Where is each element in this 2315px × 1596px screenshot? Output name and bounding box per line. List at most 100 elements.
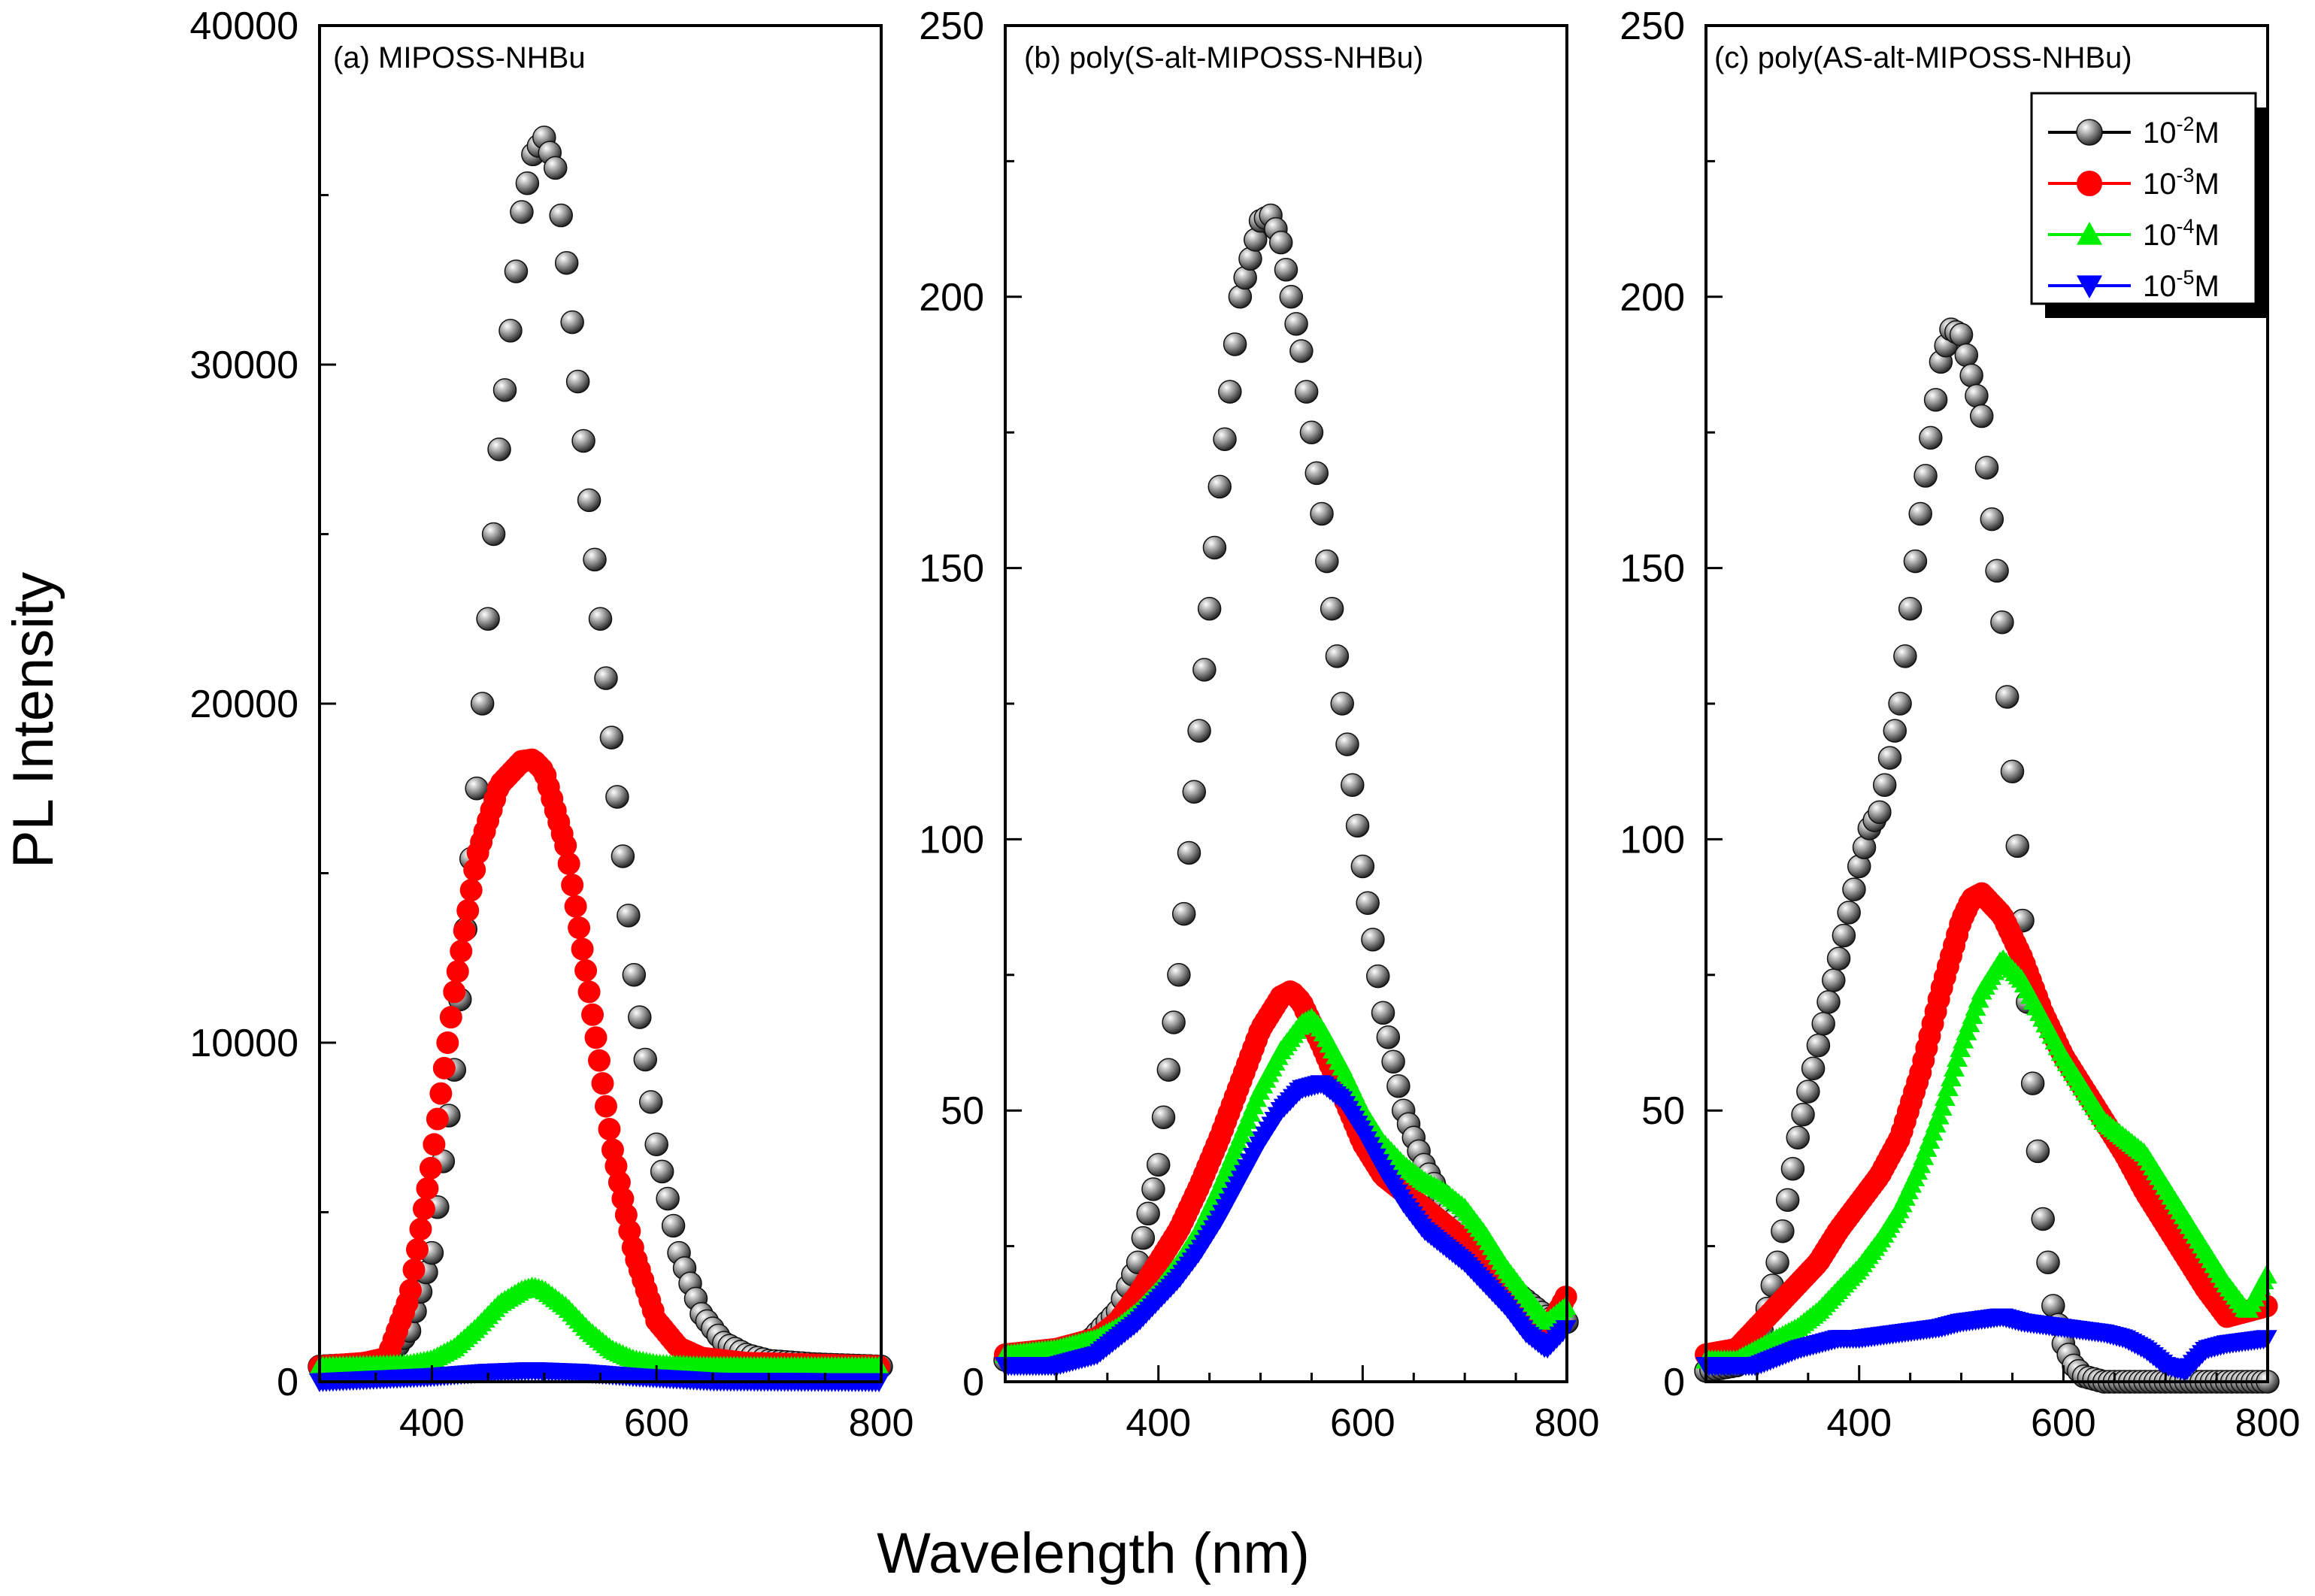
data-point <box>617 904 641 928</box>
data-point <box>1386 1074 1411 1098</box>
data-point <box>1934 1086 1956 1107</box>
panel-a-series-1 <box>308 748 891 1378</box>
panel-b-title: (b) poly(S-alt-MIPOSS-NHBu) <box>1024 41 1423 74</box>
panel-b-series-0 <box>993 203 1579 1372</box>
data-point <box>2005 834 2029 859</box>
y-tick-label: 50 <box>941 1089 984 1133</box>
y-tick-label: 20000 <box>189 683 298 726</box>
data-point <box>1980 507 2004 531</box>
panel-c-ticks: 400 600 800 0 50 100 150 200 250 <box>1620 5 2300 1445</box>
data-point <box>1151 1105 1176 1129</box>
data-point <box>1274 257 1298 282</box>
data-point <box>598 1118 621 1141</box>
data-point <box>476 607 500 631</box>
y-tick-label: 10000 <box>189 1022 298 1065</box>
x-axis-title: Wavelength (nm) <box>877 1522 1310 1585</box>
data-point <box>1937 1077 1959 1097</box>
data-point <box>492 378 517 402</box>
data-point <box>1223 332 1247 356</box>
data-point <box>1954 343 1979 368</box>
data-point <box>1345 813 1370 838</box>
data-point <box>1898 596 1923 621</box>
x-tick-label: 600 <box>2031 1401 2096 1445</box>
data-point <box>487 438 511 462</box>
data-point <box>1268 230 1293 255</box>
data-point <box>510 200 534 224</box>
data-point <box>1888 692 1912 716</box>
data-point <box>581 1003 605 1026</box>
x-tick-label: 800 <box>2235 1401 2301 1445</box>
x-tick-label: 600 <box>624 1401 689 1445</box>
data-point <box>1197 596 1222 621</box>
data-point <box>1284 312 1308 336</box>
data-point <box>1202 535 1227 560</box>
data-point <box>1213 427 1237 451</box>
data-point <box>2026 1139 2050 1164</box>
panel-a-series <box>308 126 893 1392</box>
data-point <box>661 1213 686 1238</box>
data-point <box>453 919 476 943</box>
y-tick-label: 250 <box>919 5 984 48</box>
data-point <box>588 607 613 631</box>
data-point <box>1806 1033 1831 1058</box>
data-point <box>1947 1047 1968 1068</box>
data-point <box>583 547 607 572</box>
data-point <box>1791 1102 1815 1127</box>
legend-entry: 10-5M <box>2048 266 2220 303</box>
data-point <box>650 1159 674 1184</box>
data-point <box>1940 1067 1962 1087</box>
data-point <box>1381 1049 1405 1074</box>
y-tick-label: 150 <box>919 547 984 591</box>
data-point <box>599 725 624 750</box>
data-point <box>1832 923 1856 948</box>
data-point <box>611 844 635 868</box>
data-point <box>1796 1080 1820 1104</box>
data-point <box>1187 719 1211 743</box>
data-point <box>1192 658 1217 682</box>
legend-marker <box>2076 119 2103 146</box>
data-point <box>1131 1226 1156 1250</box>
data-point <box>470 692 495 716</box>
y-tick-label: 0 <box>1663 1361 1685 1404</box>
data-point <box>1177 840 1201 865</box>
y-tick-label: 100 <box>919 818 984 862</box>
data-point <box>1771 1219 1795 1243</box>
x-tick-label: 600 <box>1330 1401 1395 1445</box>
data-point <box>1893 644 1917 668</box>
panel-a-ticks: 400 600 800 0 10000 20000 30000 40000 <box>189 5 914 1445</box>
data-point <box>557 852 580 875</box>
data-point <box>1304 461 1329 486</box>
data-point <box>1985 559 2009 583</box>
data-point <box>426 1107 449 1131</box>
data-point <box>1990 610 2014 634</box>
panel-c-series <box>1694 317 2280 1394</box>
data-point <box>504 259 529 283</box>
data-point <box>498 319 523 343</box>
data-point <box>1141 1177 1165 1201</box>
data-point <box>1341 773 1365 797</box>
data-point <box>1826 946 1851 971</box>
data-point <box>1786 1125 1810 1150</box>
data-point <box>1872 773 1897 797</box>
data-point <box>2031 1207 2055 1231</box>
data-point <box>1365 964 1390 989</box>
data-point <box>560 310 584 335</box>
data-point <box>1162 1010 1186 1034</box>
data-point <box>571 429 595 453</box>
data-point <box>439 1006 462 1029</box>
legend-items: 10-2M 10-3M 10-4M 10-5M <box>2048 113 2220 303</box>
data-point <box>1371 1001 1395 1025</box>
legend-marker <box>2077 275 2102 298</box>
x-tick-label: 800 <box>849 1401 914 1445</box>
y-tick-label: 40000 <box>189 5 298 48</box>
data-point <box>1294 380 1319 404</box>
data-point <box>577 488 601 513</box>
data-point <box>1944 1057 1965 1077</box>
data-point <box>515 171 540 195</box>
data-point <box>1315 549 1339 574</box>
data-point <box>1156 1058 1181 1082</box>
panel-c-title: (c) poly(AS-alt-MIPOSS-NHBu) <box>1714 41 2132 74</box>
data-point <box>561 874 584 897</box>
panel-a: 400 600 800 0 10000 20000 30000 40000 (a) MIPOS… <box>189 5 914 1445</box>
